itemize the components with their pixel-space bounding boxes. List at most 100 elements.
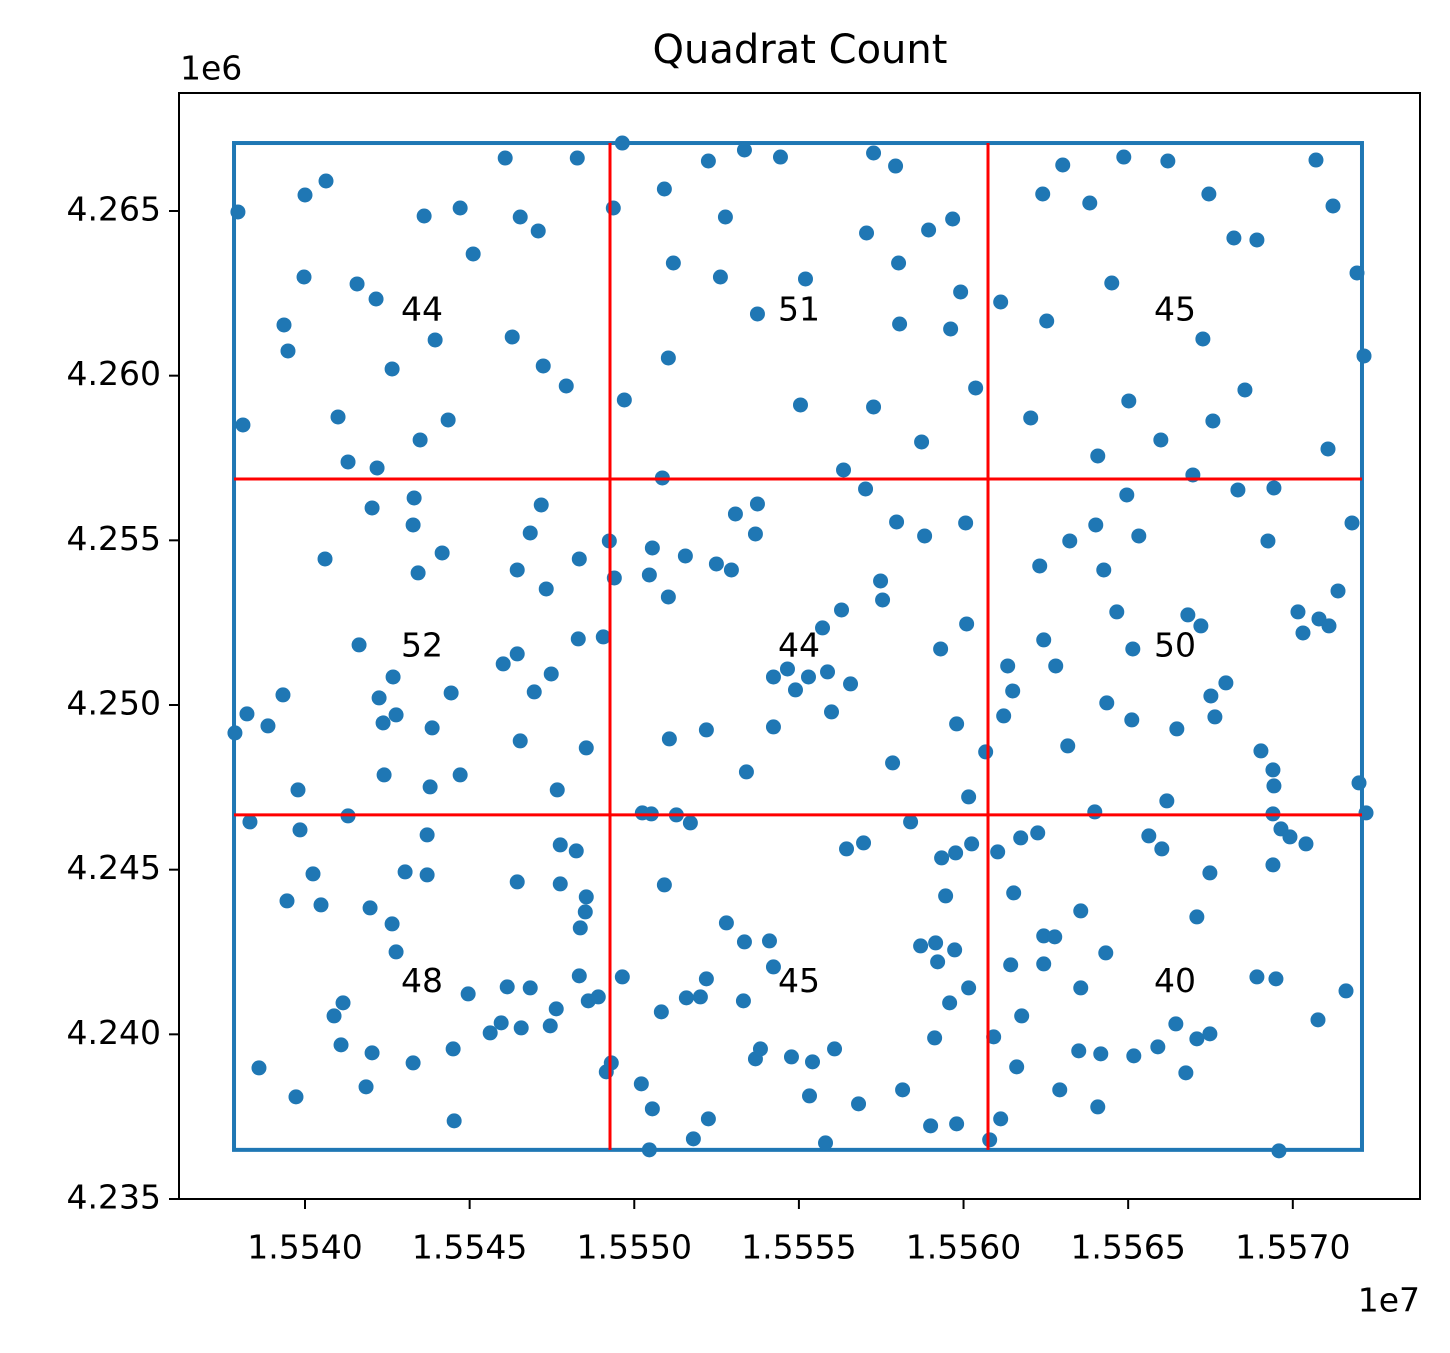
- point: [633, 1076, 649, 1092]
- point: [1055, 157, 1071, 173]
- point: [533, 497, 549, 513]
- point: [930, 954, 946, 970]
- point: [497, 150, 513, 166]
- point: [1150, 1039, 1166, 1055]
- point: [1090, 1099, 1106, 1115]
- point: [1087, 804, 1103, 820]
- point: [280, 343, 296, 359]
- point: [792, 397, 808, 413]
- point: [996, 708, 1012, 724]
- point: [712, 269, 728, 285]
- point: [1126, 1048, 1142, 1064]
- point: [1090, 448, 1106, 464]
- point: [569, 150, 585, 166]
- point: [1271, 1143, 1287, 1159]
- point: [1351, 775, 1367, 791]
- point: [460, 986, 476, 1002]
- point: [495, 656, 511, 672]
- point: [376, 767, 392, 783]
- point: [1082, 195, 1098, 211]
- point: [542, 1018, 558, 1034]
- x-tick-label: 1.5555: [741, 1228, 856, 1267]
- point: [590, 989, 606, 1005]
- point: [305, 866, 321, 882]
- point: [921, 222, 937, 238]
- point: [836, 462, 852, 478]
- point: [913, 938, 929, 954]
- point: [405, 517, 421, 533]
- point: [552, 876, 568, 892]
- quadrat-count: 40: [1154, 961, 1196, 1000]
- point: [371, 690, 387, 706]
- point: [364, 500, 380, 516]
- point: [1310, 1012, 1326, 1028]
- point: [752, 1041, 768, 1057]
- point: [982, 1132, 998, 1148]
- point: [1096, 562, 1112, 578]
- point: [422, 779, 438, 795]
- point: [653, 1004, 669, 1020]
- quadrat-count: 52: [401, 625, 443, 664]
- point: [452, 200, 468, 216]
- point: [866, 399, 882, 415]
- point: [493, 1015, 509, 1031]
- point: [1125, 641, 1141, 657]
- point: [1308, 152, 1324, 168]
- point: [947, 942, 963, 958]
- point: [735, 993, 751, 1009]
- point: [1295, 625, 1311, 641]
- point: [340, 454, 356, 470]
- point: [993, 1111, 1009, 1127]
- point: [761, 933, 777, 949]
- point: [802, 1088, 818, 1104]
- point: [1320, 441, 1336, 457]
- point: [783, 1049, 799, 1065]
- point: [1005, 683, 1021, 699]
- point: [1218, 675, 1234, 691]
- point: [1349, 265, 1365, 281]
- point: [605, 200, 621, 216]
- point: [1265, 857, 1281, 873]
- quadrat-count: 45: [778, 961, 820, 1000]
- point: [1009, 1059, 1025, 1075]
- point: [765, 959, 781, 975]
- point: [313, 897, 329, 913]
- point: [700, 153, 716, 169]
- point: [1207, 709, 1223, 725]
- point: [708, 556, 724, 572]
- point: [1268, 971, 1284, 987]
- point: [682, 815, 698, 831]
- point: [914, 434, 930, 450]
- point: [275, 687, 291, 703]
- point: [577, 904, 593, 920]
- point: [1088, 517, 1104, 533]
- point: [572, 920, 588, 936]
- point: [1154, 841, 1170, 857]
- point: [1131, 528, 1147, 544]
- point: [1265, 762, 1281, 778]
- point: [1023, 410, 1039, 426]
- point: [827, 1041, 843, 1057]
- point: [504, 329, 520, 345]
- point: [251, 1060, 267, 1076]
- point: [568, 843, 584, 859]
- point: [570, 631, 586, 647]
- point: [1073, 903, 1089, 919]
- plot-frame: [178, 92, 1421, 1200]
- point: [765, 719, 781, 735]
- point: [858, 481, 874, 497]
- point: [1036, 956, 1052, 972]
- point: [1253, 743, 1269, 759]
- point: [958, 515, 974, 531]
- point: [235, 417, 251, 433]
- point: [824, 704, 840, 720]
- point: [452, 767, 468, 783]
- point: [738, 764, 754, 780]
- point: [440, 412, 456, 428]
- point: [1036, 632, 1052, 648]
- point: [1338, 983, 1354, 999]
- point: [805, 1054, 821, 1070]
- study-area-boundary: [232, 141, 1364, 1152]
- quadrat-count: 51: [778, 290, 820, 329]
